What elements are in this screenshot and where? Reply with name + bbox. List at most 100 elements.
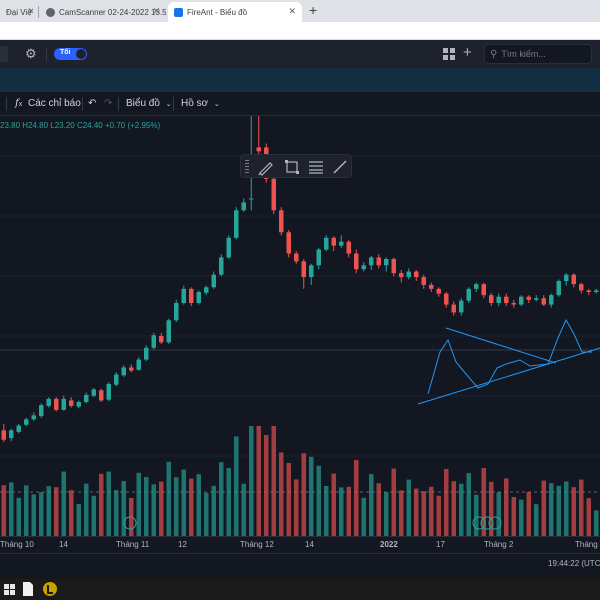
close-tab-icon[interactable]: ✕ <box>27 6 33 16</box>
candle-body[interactable] <box>129 367 134 371</box>
candle-body[interactable] <box>526 296 532 300</box>
candle-body[interactable] <box>571 274 577 285</box>
candle-body[interactable] <box>84 394 89 402</box>
browser-tab[interactable]: CamScanner 02-24-2022 13.54 ✕ <box>40 2 166 22</box>
candle-body[interactable] <box>174 303 179 321</box>
candle-body[interactable] <box>76 402 82 407</box>
candle-body[interactable] <box>309 265 314 278</box>
game-icon[interactable] <box>42 581 58 597</box>
menu-button[interactable] <box>0 46 8 62</box>
candle-body[interactable] <box>121 367 127 376</box>
candle-body[interactable] <box>361 265 367 270</box>
candle-body[interactable] <box>444 293 449 305</box>
start-icon[interactable] <box>2 581 18 597</box>
new-tab-button[interactable]: + <box>309 2 318 18</box>
gear-icon[interactable]: ⚙ <box>25 46 37 61</box>
profile-menu-button[interactable]: Hồ sơ ⌄ <box>181 98 220 109</box>
candle-body[interactable] <box>511 303 517 305</box>
candle-body[interactable] <box>564 274 569 281</box>
layout-grid-icon[interactable] <box>443 48 455 60</box>
time-axis[interactable]: Tháng 10 14 Tháng 11 12 Tháng 12 14 2022… <box>0 536 600 552</box>
candle-body[interactable] <box>249 198 254 200</box>
candle-body[interactable] <box>466 288 472 301</box>
candle-body[interactable] <box>496 296 502 303</box>
event-marker-icon[interactable] <box>488 516 502 530</box>
candle-body[interactable] <box>294 253 299 262</box>
browser-tab-active[interactable]: FireAnt - Biểu đồ ✕ <box>168 2 302 22</box>
candle-body[interactable] <box>24 419 29 425</box>
candle-body[interactable] <box>376 257 382 266</box>
trendline-icon[interactable] <box>331 158 349 176</box>
candle-body[interactable] <box>534 298 539 300</box>
candle-body[interactable] <box>226 237 232 258</box>
candle-body[interactable] <box>286 232 292 254</box>
candle-body[interactable] <box>324 237 329 250</box>
chart-menu-button[interactable]: Biểu đồ ⌄ <box>126 98 172 109</box>
candle-body[interactable] <box>451 304 457 313</box>
candle-body[interactable] <box>181 288 187 303</box>
candle-body[interactable] <box>31 415 37 420</box>
candle-body[interactable] <box>519 296 524 305</box>
candle-body[interactable] <box>16 425 22 432</box>
candle-body[interactable] <box>1 430 7 440</box>
close-tab-icon[interactable]: ✕ <box>152 6 160 16</box>
candle-body[interactable] <box>99 390 104 401</box>
candle-body[interactable] <box>39 405 44 417</box>
candle-body[interactable] <box>114 374 119 385</box>
trendline-lower[interactable] <box>417 347 600 405</box>
candle-body[interactable] <box>204 287 209 293</box>
document-icon[interactable] <box>20 581 36 597</box>
candle-body[interactable] <box>189 288 194 303</box>
candle-body[interactable] <box>504 296 509 303</box>
candle-body[interactable] <box>594 290 599 292</box>
candle-body[interactable] <box>256 147 262 152</box>
candle-body[interactable] <box>346 241 352 254</box>
browser-tab[interactable]: Đại Việ ✕ <box>0 2 33 22</box>
line-style-icon[interactable] <box>307 158 325 176</box>
candle-body[interactable] <box>421 277 427 285</box>
candle-body[interactable] <box>9 430 14 439</box>
search-input[interactable]: ⚲ Tìm kiếm... <box>484 44 592 64</box>
event-marker-icon[interactable] <box>472 516 486 530</box>
undo-icon[interactable]: ↶ <box>88 98 97 109</box>
add-button[interactable]: + <box>463 44 472 61</box>
candle-body[interactable] <box>459 300 464 313</box>
candle-body[interactable] <box>46 398 52 406</box>
candle-body[interactable] <box>166 320 172 343</box>
candle-body[interactable] <box>369 257 374 266</box>
indicators-button[interactable]: fx Các chỉ báo <box>15 98 81 109</box>
price-chart[interactable] <box>0 116 600 536</box>
candle-body[interactable] <box>271 178 277 211</box>
brush-icon[interactable] <box>257 158 275 176</box>
candle-body[interactable] <box>436 288 442 294</box>
candle-body[interactable] <box>384 259 389 266</box>
candle-body[interactable] <box>91 389 97 396</box>
candle-body[interactable] <box>399 273 404 278</box>
pattern-curve[interactable] <box>427 318 592 395</box>
candle-body[interactable] <box>54 398 59 410</box>
candle-body[interactable] <box>549 295 554 305</box>
candle-body[interactable] <box>69 400 74 406</box>
candle-body[interactable] <box>481 284 487 296</box>
rectangle-icon[interactable] <box>283 158 301 176</box>
candle-body[interactable] <box>136 359 142 370</box>
candle-body[interactable] <box>279 210 284 233</box>
candle-body[interactable] <box>234 210 239 238</box>
candle-body[interactable] <box>429 284 434 289</box>
candle-body[interactable] <box>106 383 112 400</box>
theme-toggle[interactable]: Tối <box>54 48 87 60</box>
candle-body[interactable] <box>406 271 412 278</box>
candle-body[interactable] <box>354 253 359 270</box>
candle-body[interactable] <box>219 257 224 275</box>
candle-body[interactable] <box>474 284 479 289</box>
candle-body[interactable] <box>391 259 397 274</box>
candle-body[interactable] <box>331 237 337 246</box>
candle-body[interactable] <box>579 284 584 291</box>
candle-body[interactable] <box>159 336 164 343</box>
candle-body[interactable] <box>316 249 322 266</box>
candle-body[interactable] <box>556 281 562 296</box>
candle-body[interactable] <box>151 335 157 348</box>
candle-body[interactable] <box>196 292 202 303</box>
event-marker-icon[interactable] <box>123 516 137 530</box>
candle-body[interactable] <box>144 347 149 360</box>
